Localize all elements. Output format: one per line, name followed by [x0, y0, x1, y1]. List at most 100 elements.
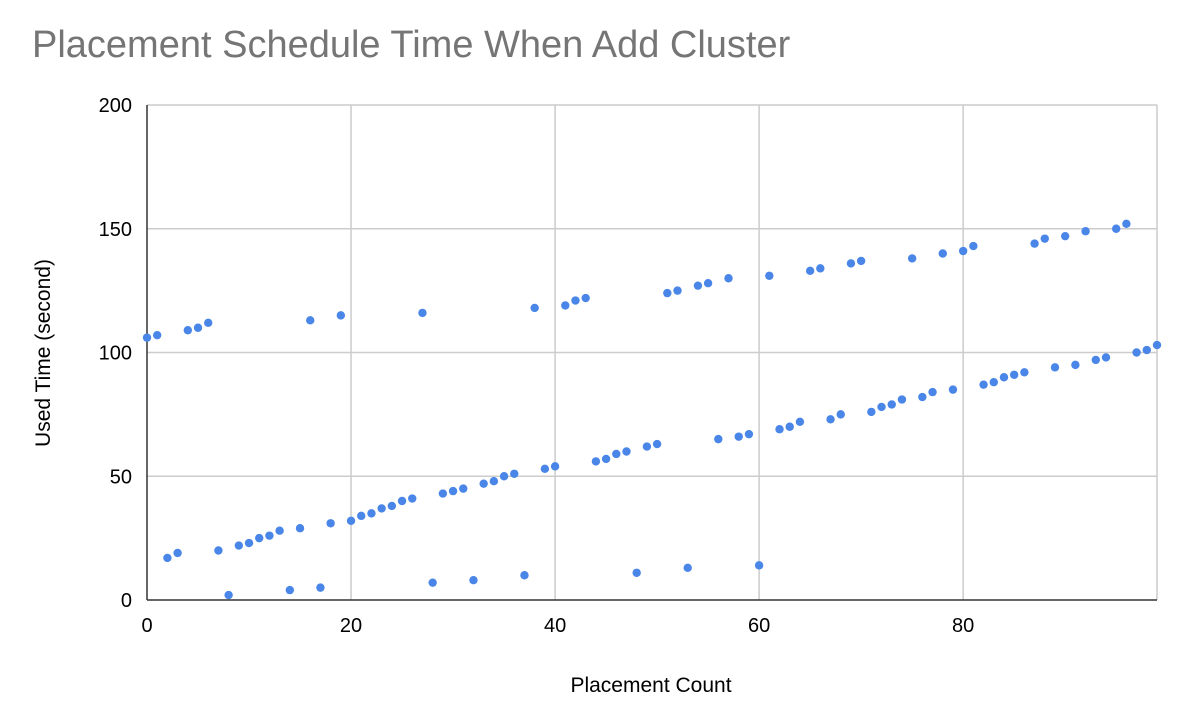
y-tick-label: 100	[99, 343, 132, 365]
data-point	[581, 293, 590, 303]
data-point	[652, 439, 662, 449]
data-point	[316, 583, 325, 592]
data-point	[663, 288, 672, 298]
data-point	[1132, 348, 1141, 357]
data-point	[265, 531, 274, 540]
data-point	[918, 392, 927, 402]
data-point	[734, 432, 743, 441]
y-tick-label: 150	[99, 219, 132, 241]
data-point	[367, 509, 376, 518]
data-point	[530, 303, 539, 313]
data-point	[1091, 355, 1100, 365]
data-point	[418, 308, 427, 318]
data-point	[765, 271, 774, 280]
data-point	[306, 316, 315, 325]
data-point	[979, 380, 988, 389]
data-point	[999, 373, 1009, 382]
data-point	[499, 472, 509, 481]
x-tick-label: 0	[141, 615, 152, 637]
data-point	[622, 447, 631, 456]
data-point	[1142, 345, 1151, 355]
data-point	[969, 241, 978, 251]
axis-lines	[146, 105, 1157, 601]
data-point	[1009, 370, 1019, 379]
data-point	[1050, 363, 1060, 372]
data-point	[724, 274, 733, 283]
data-point	[877, 402, 886, 412]
x-tick-labels: 0 20 40 60 80	[141, 615, 974, 637]
gridlines	[147, 104, 1158, 600]
data-point	[1081, 227, 1090, 236]
data-point	[204, 318, 213, 327]
x-axis-title: Placement Count	[570, 674, 731, 697]
data-point	[255, 533, 264, 543]
data-point	[479, 479, 488, 488]
data-point	[897, 395, 907, 404]
data-point	[214, 546, 223, 555]
data-point	[540, 464, 550, 474]
data-point	[336, 311, 346, 320]
data-point	[459, 484, 468, 493]
data-point	[601, 454, 611, 464]
data-point	[816, 264, 825, 273]
data-point	[153, 330, 162, 340]
data-point	[948, 385, 958, 394]
data-point	[469, 576, 478, 585]
data-point	[1071, 360, 1080, 370]
data-point	[244, 538, 254, 548]
data-point	[591, 457, 601, 466]
data-point	[744, 429, 754, 439]
data-point	[703, 279, 713, 288]
data-point	[408, 494, 417, 503]
data-point	[183, 326, 193, 335]
data-point	[285, 585, 295, 595]
data-point	[693, 281, 703, 290]
data-point	[295, 524, 305, 533]
data-point	[632, 568, 641, 577]
data-point	[673, 286, 682, 295]
data-point	[234, 541, 244, 550]
data-point	[856, 256, 866, 266]
data-point	[489, 477, 499, 486]
data-point	[887, 400, 896, 409]
data-point	[520, 571, 529, 580]
y-tick-labels: 0 50 100 150 200	[99, 95, 132, 612]
data-point	[1111, 224, 1121, 233]
data-point	[163, 553, 172, 563]
chart-title: Placement Schedule Time When Add Cluster	[32, 24, 791, 66]
data-point	[867, 407, 876, 417]
data-point	[785, 422, 794, 431]
data-point	[561, 301, 570, 310]
data-point	[989, 378, 998, 387]
data-point	[1101, 353, 1111, 362]
data-point	[826, 415, 835, 424]
data-point	[795, 417, 805, 426]
data-point	[1040, 234, 1049, 243]
data-point	[377, 504, 386, 513]
data-point	[397, 496, 407, 506]
data-point	[1060, 231, 1070, 241]
data-point	[1030, 239, 1039, 248]
data-point	[428, 578, 437, 587]
data-point	[846, 259, 856, 268]
data-point	[805, 266, 815, 276]
data-point	[958, 246, 968, 256]
data-point	[510, 469, 519, 478]
x-tick-label: 40	[544, 615, 566, 637]
x-tick-label: 60	[748, 615, 770, 637]
x-tick-label: 20	[340, 615, 362, 637]
data-point	[142, 333, 152, 342]
data-point	[775, 425, 784, 434]
data-point	[173, 548, 182, 558]
y-axis-title: Used Time (second)	[32, 259, 55, 447]
data-point	[612, 449, 621, 459]
data-point	[550, 462, 560, 471]
y-tick-label: 50	[110, 466, 132, 488]
data-point	[1152, 340, 1162, 350]
data-point	[683, 563, 692, 573]
data-point	[1020, 368, 1029, 377]
x-tick-label: 80	[952, 615, 974, 637]
data-point	[275, 526, 284, 535]
data-point	[928, 387, 937, 397]
